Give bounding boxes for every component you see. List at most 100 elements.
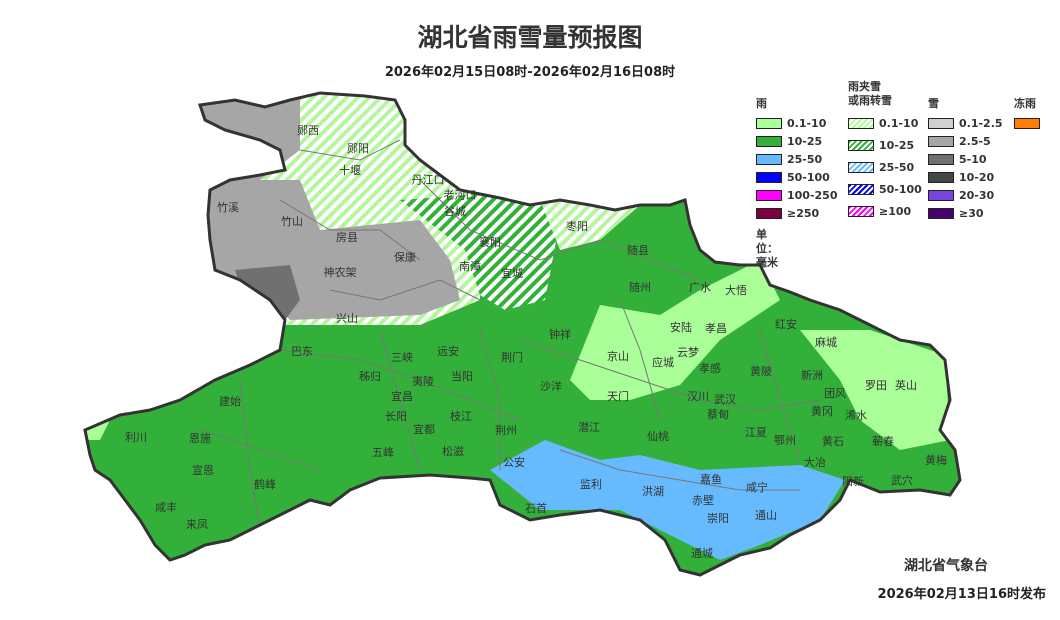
issuer: 湖北省气象台 — [904, 558, 988, 574]
city-label: 巴东 — [291, 345, 313, 358]
legend-item: 50-100 — [848, 182, 922, 196]
city-label: 房县 — [336, 231, 358, 244]
city-label: 洪湖 — [642, 484, 664, 498]
city-label: 安陆 — [670, 320, 692, 334]
city-label: 沙洋 — [540, 379, 562, 393]
city-label: 广水 — [689, 281, 711, 294]
city-label: 夷陵 — [412, 375, 434, 388]
city-label: 襄阳 — [479, 235, 501, 249]
city-label: 恩施 — [189, 432, 211, 445]
legend-swatch — [928, 153, 954, 165]
city-label: 随州 — [629, 280, 651, 294]
city-label: 武汉 — [714, 393, 736, 406]
city-label: 潜江 — [578, 420, 600, 434]
city-label: 钟祥 — [549, 327, 571, 341]
city-label: 宜城 — [501, 266, 523, 280]
legend-swatch — [756, 207, 782, 219]
legend-swatch — [1014, 117, 1040, 129]
legend-swatch — [756, 135, 782, 147]
city-label: 保康 — [394, 250, 416, 264]
city-label: 浠水 — [845, 408, 867, 422]
legend-item: 0.1-2.5 — [928, 116, 1003, 130]
legend-label: ≥30 — [959, 206, 984, 220]
legend-label: 0.1-2.5 — [959, 116, 1003, 130]
city-label: 黄陂 — [750, 364, 772, 378]
legend-item: 0.1-10 — [848, 116, 918, 130]
city-label: 兴山 — [336, 312, 358, 325]
city-label: 罗田 — [865, 379, 887, 392]
rain-0.1-10-area — [570, 260, 780, 400]
city-label: 十堰 — [339, 163, 361, 177]
city-label: 监利 — [580, 478, 602, 491]
city-label: 黄梅 — [925, 453, 947, 467]
city-label: 松滋 — [442, 444, 464, 458]
city-label: 荆门 — [501, 350, 523, 364]
legend-item: 25-50 — [848, 160, 914, 174]
legend-swatch — [848, 205, 874, 217]
legend-label: 10-25 — [879, 138, 915, 152]
city-label: 竹山 — [281, 214, 303, 228]
legend-swatch — [848, 161, 874, 173]
legend-label: 0.1-10 — [879, 116, 919, 130]
city-label: 公安 — [503, 455, 525, 469]
city-label: 嘉鱼 — [700, 472, 722, 486]
city-label: 麻城 — [815, 335, 837, 349]
city-label: 竹溪 — [217, 200, 239, 214]
legend-swatch — [928, 117, 954, 129]
city-label: 宜都 — [413, 422, 435, 436]
city-label: 利川 — [125, 431, 147, 444]
city-label: 通城 — [691, 547, 713, 560]
legend-swatch — [928, 135, 954, 147]
issued-time: 2026年02月13日16时发布 — [877, 587, 1046, 602]
legend-item: 2.5-5 — [928, 134, 991, 148]
county-borders — [199, 139, 821, 531]
legend-item: 100-250 — [756, 188, 838, 202]
legend-swatch — [756, 189, 782, 201]
city-label: 红安 — [775, 317, 797, 331]
legend-label: 25-50 — [787, 152, 823, 166]
sleet-10-25-area — [400, 195, 560, 310]
city-label: 谷城 — [444, 205, 466, 218]
city-label: 石首 — [525, 501, 547, 515]
city-label: 云梦 — [677, 346, 699, 359]
legend-label: 100-250 — [787, 188, 838, 202]
legend-item: 50-100 — [756, 170, 830, 184]
city-label: 咸宁 — [746, 480, 768, 494]
city-label: 京山 — [607, 349, 629, 363]
sleet-0.1-10-area — [540, 200, 640, 250]
legend-label: ≥100 — [879, 204, 912, 218]
legend-item: ≥100 — [848, 204, 911, 218]
city-label: 汉川 — [687, 390, 709, 403]
city-label: 郧西 — [297, 124, 319, 137]
city-label: 长阳 — [385, 410, 407, 423]
legend-group-title: 冻雨 — [1014, 97, 1036, 110]
city-label: 武穴 — [891, 473, 913, 487]
city-label: 三峡 — [391, 350, 413, 364]
legend-group-title: 雪 — [928, 97, 939, 110]
city-label: 英山 — [895, 378, 917, 392]
city-label: 阳新 — [842, 474, 864, 488]
city-label: 孝昌 — [705, 322, 727, 335]
city-label: 南漳 — [459, 259, 481, 273]
legend-swatch — [928, 207, 954, 219]
legend-label: 10-25 — [787, 134, 823, 148]
legend-swatch — [756, 117, 782, 129]
legend-item: ≥250 — [756, 206, 819, 220]
rain-25-50-area — [490, 440, 845, 560]
city-label: 团风 — [824, 387, 846, 400]
city-label: 黄石 — [822, 434, 844, 448]
city-label: 蕲春 — [872, 435, 894, 448]
city-label: 通山 — [755, 509, 777, 522]
legend-group-title: 雨 — [756, 97, 767, 110]
legend-label: 5-10 — [959, 152, 987, 166]
legend-item: 10-25 — [848, 138, 914, 152]
legend-swatch — [848, 117, 874, 129]
legend-swatch — [928, 189, 954, 201]
legend-item: 25-50 — [756, 152, 822, 166]
city-label: 崇阳 — [707, 512, 729, 525]
city-labels: 郧西郧阳十堰丹江口老河口谷城枣阳竹溪竹山房县保康神农架 南漳宜城襄阳随县随州 广水大… — [125, 124, 947, 560]
city-label: 丹江口 — [412, 174, 445, 187]
legend-item: ≥30 — [928, 206, 984, 220]
city-label: 黄冈 — [811, 404, 833, 418]
rain-0.1-10-area — [800, 330, 950, 450]
